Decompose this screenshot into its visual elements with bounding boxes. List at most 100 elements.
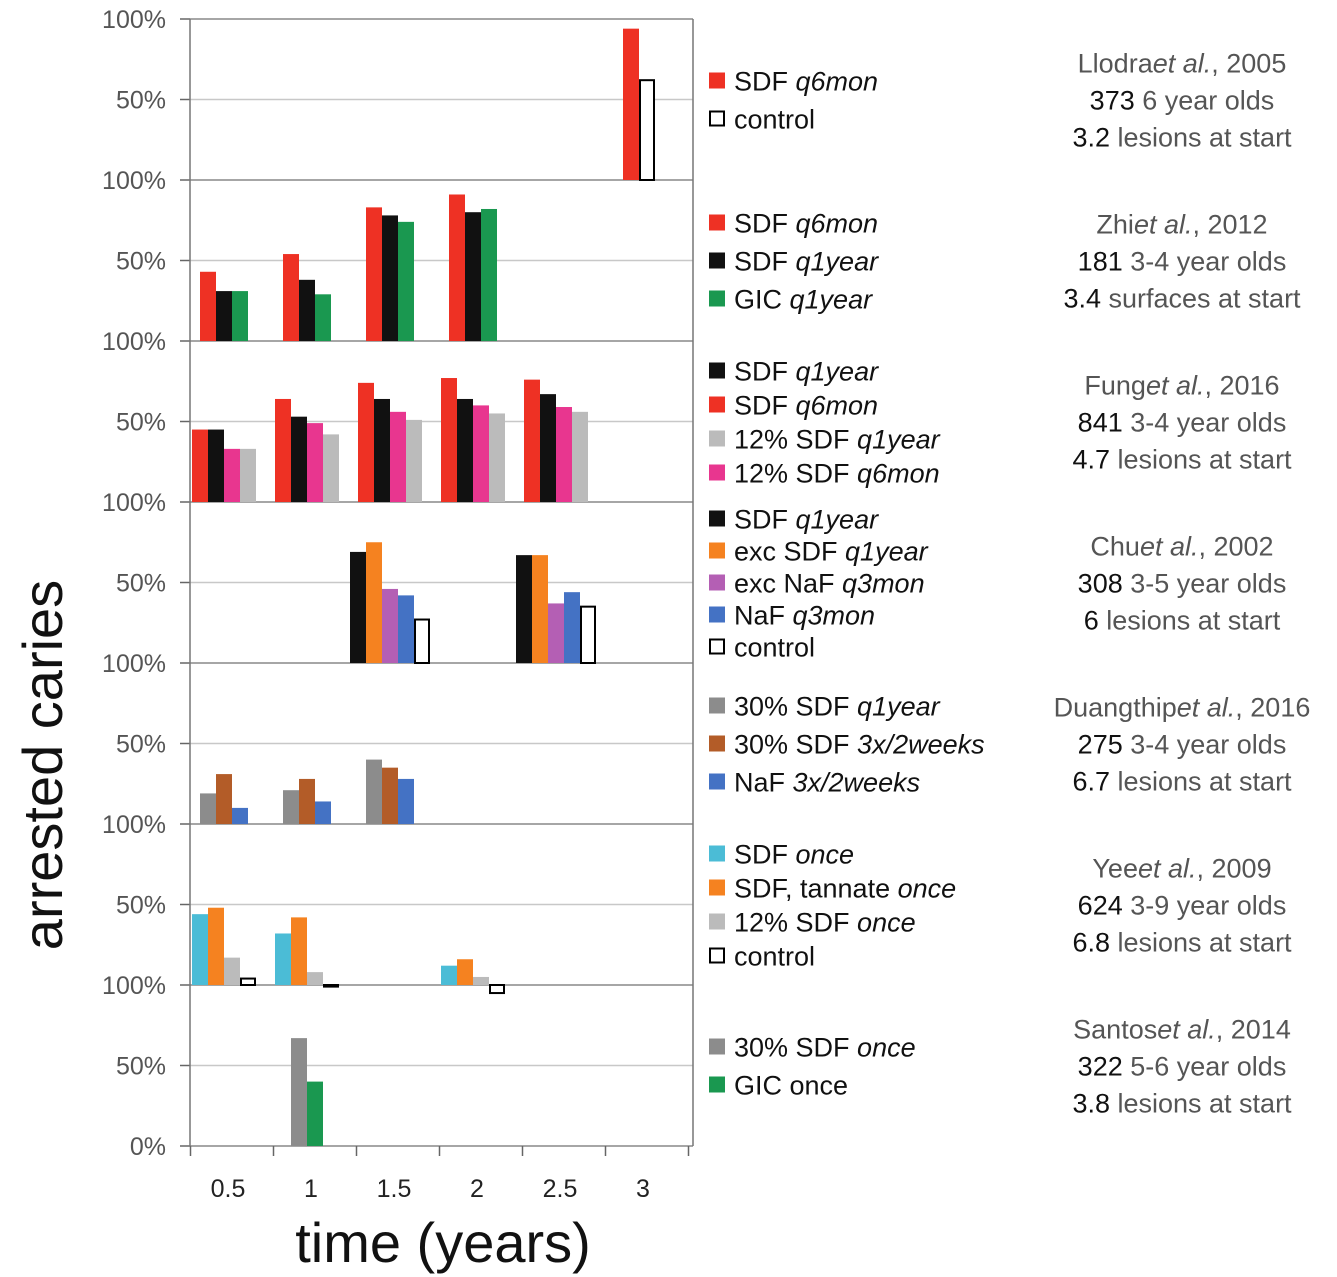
bar: [323, 984, 339, 988]
bar: [374, 398, 390, 502]
legend-entry: SDF q6mon: [734, 67, 878, 97]
legend-entry-part: once: [898, 874, 957, 904]
legend-swatch: [709, 1038, 725, 1055]
bar: [358, 382, 374, 502]
legend-entry: SDF q6mon: [734, 209, 878, 239]
study-info-part: Yee: [1092, 854, 1138, 884]
bar: [548, 603, 564, 663]
legend-entry-part: control: [734, 633, 815, 663]
bar: [283, 254, 299, 341]
y-tick-label: 100%: [102, 650, 166, 678]
bar: [299, 778, 315, 824]
bar: [540, 394, 556, 502]
legend-entry: SDF, tannate once: [734, 874, 956, 904]
legend-entry: GIC q1year: [734, 285, 873, 315]
legend-entry-part: SDF: [734, 67, 796, 97]
study-info-part: lesions at start: [1110, 928, 1292, 958]
study-info-part: 3.8: [1072, 1089, 1110, 1119]
study-info-part: 6 year olds: [1135, 86, 1275, 116]
legend-entry: 30% SDF once: [734, 1033, 916, 1063]
bar: [623, 28, 639, 180]
legend-swatch: [709, 773, 725, 790]
study-info-part: surfaces at start: [1101, 284, 1301, 314]
study-info-line: 373 6 year olds: [1090, 86, 1275, 116]
legend-entry: GIC once: [734, 1071, 848, 1101]
study-info-part: 373: [1090, 86, 1135, 116]
bar: [208, 429, 224, 502]
legend-entry: 12% SDF once: [734, 908, 916, 938]
y-tick-label: 100%: [102, 811, 166, 839]
study-info-part: 3-4 year olds: [1123, 247, 1287, 277]
y-tick-label: 100%: [102, 489, 166, 517]
study-info-part: 3-9 year olds: [1123, 891, 1287, 921]
study-info-line: Yeeet al., 2009: [1092, 854, 1271, 884]
bar: [216, 291, 232, 341]
legend-entry-part: q3mon: [842, 569, 925, 599]
legend-swatch: [709, 574, 725, 591]
study-info-part: Fung: [1084, 371, 1146, 401]
study-info-part: et al.: [1146, 371, 1205, 401]
study-info-line: 6.7 lesions at start: [1072, 767, 1292, 797]
legend-entry-part: q6mon: [857, 459, 940, 489]
bar: [240, 448, 256, 502]
legend-entry: control: [734, 633, 815, 663]
legend-entry: 30% SDF 3x/2weeks: [734, 730, 985, 760]
study-info-line: 275 3-4 year olds: [1078, 730, 1287, 760]
study-info-part: et al.: [1153, 49, 1212, 79]
bar: [532, 555, 548, 663]
bar: [224, 957, 240, 985]
legend-entry-part: SDF, tannate: [734, 874, 898, 904]
study-info-part: Chu: [1090, 532, 1140, 562]
y-tick-label: 50%: [116, 248, 166, 276]
bar: [307, 972, 323, 985]
y-axis-title: arrested caries: [11, 580, 74, 950]
legend-entry-part: q1year: [796, 357, 880, 387]
study-info-part: et al.: [1177, 693, 1236, 723]
study-info-part: lesions at start: [1110, 767, 1292, 797]
study-info-part: 3.4: [1063, 284, 1101, 314]
study-info-line: 6 lesions at start: [1084, 606, 1281, 636]
bar: [232, 807, 248, 824]
legend-entry-part: NaF: [734, 768, 793, 798]
legend-entry-part: q3mon: [793, 601, 876, 631]
study-info-part: 841: [1078, 408, 1123, 438]
study-info-part: 4.7: [1072, 445, 1110, 475]
bar: [315, 294, 331, 341]
bars-layer: [192, 28, 655, 1146]
bar: [564, 592, 580, 663]
y-tick-label: 100%: [102, 328, 166, 356]
study-info-line: 181 3-4 year olds: [1078, 247, 1287, 277]
study-info-part: , 2002: [1199, 532, 1274, 562]
bar: [398, 221, 414, 341]
study-info-part: lesions at start: [1110, 123, 1292, 153]
bar: [580, 605, 596, 665]
legend-entry-part: NaF: [734, 601, 793, 631]
legend-entry: 30% SDF q1year: [734, 692, 941, 722]
bar: [200, 271, 216, 341]
study-info-part: 322: [1078, 1052, 1123, 1082]
study-info-part: 3-4 year olds: [1123, 408, 1287, 438]
legend-entry-part: once: [857, 1033, 916, 1063]
bar: [291, 1038, 307, 1146]
x-axis-title: time (years): [295, 1211, 591, 1274]
legend-entry: SDF q1year: [734, 247, 879, 277]
x-tick-label: 2.5: [543, 1175, 578, 1203]
legend-swatch: [709, 396, 725, 413]
study-info-part: Duangthip: [1054, 693, 1177, 723]
study-info-line: Zhiet al., 2012: [1096, 210, 1267, 240]
legend-entry: SDF once: [734, 840, 854, 870]
study-info-part: et al.: [1157, 1015, 1216, 1045]
study-info-part: 181: [1078, 247, 1123, 277]
legend-swatch: [709, 913, 725, 930]
legend-entry-part: SDF: [734, 357, 796, 387]
bar: [224, 448, 240, 502]
bar: [283, 790, 299, 824]
legend-entry-part: SDF: [734, 209, 796, 239]
legend-swatch: [709, 845, 725, 862]
y-tick-label: 50%: [116, 731, 166, 759]
bar: [366, 759, 382, 824]
legend-swatch: [709, 430, 725, 447]
legend-entry: control: [734, 105, 815, 135]
study-info-line: Santoset al., 2014: [1073, 1015, 1291, 1045]
